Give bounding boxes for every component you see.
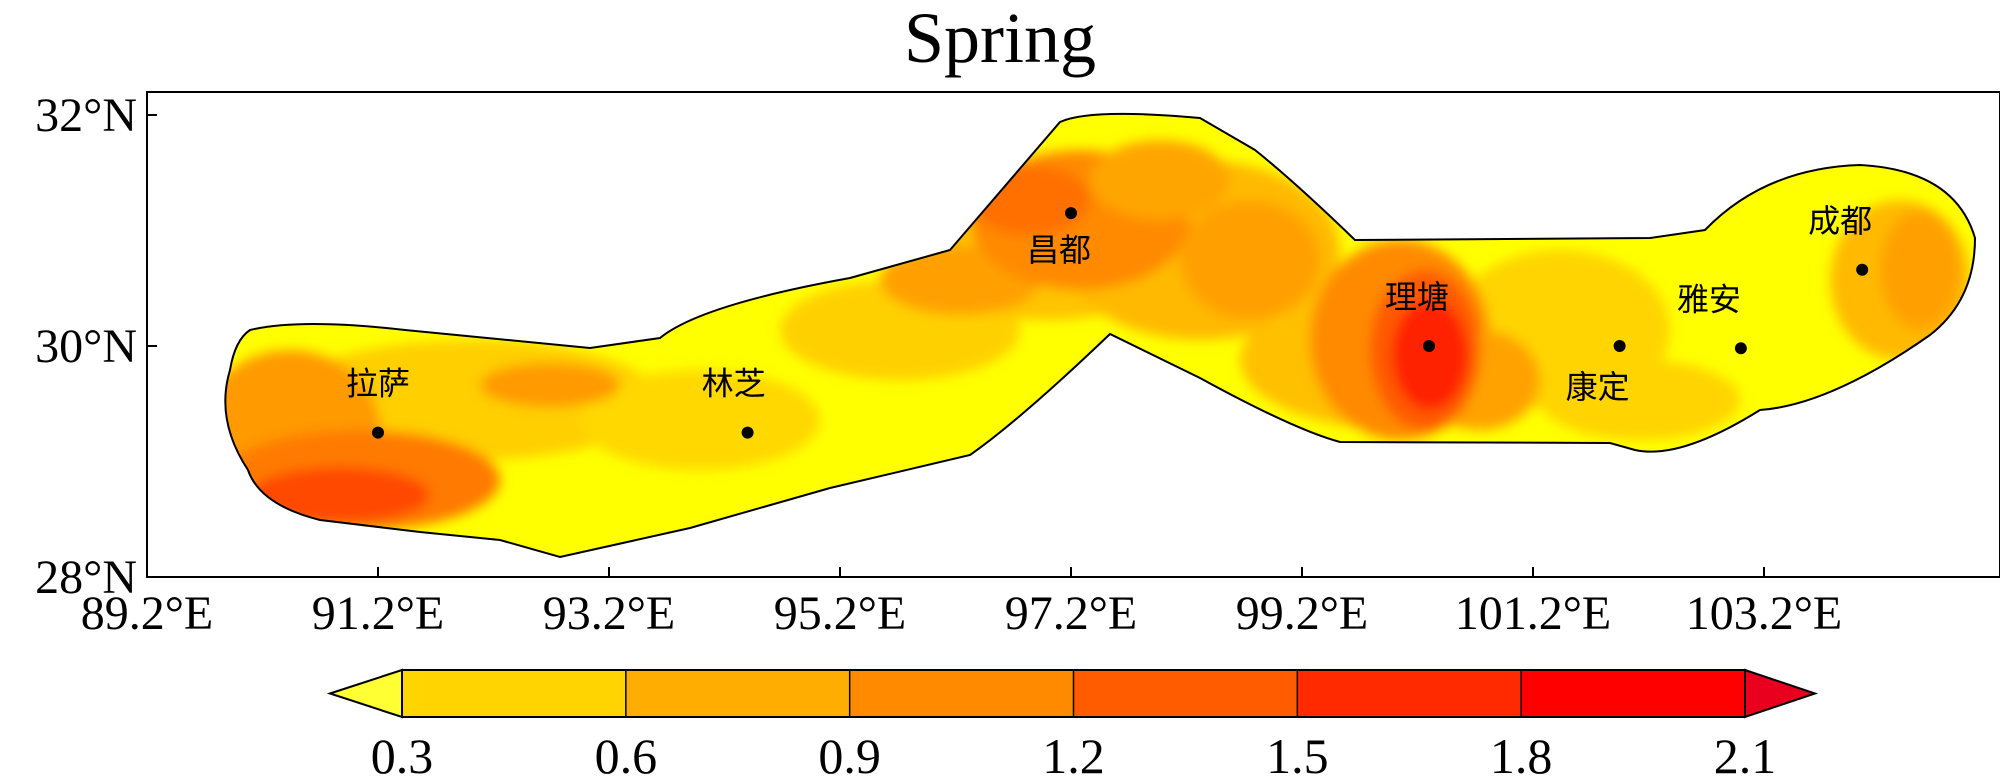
colorbar-tick-label: 1.2 xyxy=(1042,728,1105,783)
city-label: 理塘 xyxy=(1385,278,1449,316)
colorbar-segment xyxy=(1521,670,1745,717)
lat-tick-label: 28°N xyxy=(35,551,137,604)
city-label: 林芝 xyxy=(702,365,766,403)
colorbar-segment xyxy=(402,670,626,717)
lon-tick-label: 97.2°E xyxy=(1005,587,1138,640)
city-dot xyxy=(1856,263,1869,276)
city-dot xyxy=(1734,342,1747,355)
longitude-axis: 89.2°E 91.2°E 93.2°E 95.2°E 97.2°E 99.2°E 101.… xyxy=(81,567,1843,640)
region-outline xyxy=(224,112,1977,559)
colorbar-segment xyxy=(849,670,1074,717)
colorbar-tick-label: 2.1 xyxy=(1714,728,1777,783)
city-dot xyxy=(1423,340,1436,352)
colorbar-tick-label: 1.8 xyxy=(1490,728,1553,783)
city-dot xyxy=(372,426,384,439)
city-dot xyxy=(1613,340,1626,352)
lon-tick-label: 93.2°E xyxy=(543,587,676,640)
city-dot xyxy=(741,426,754,439)
map-frame xyxy=(146,91,2000,578)
lon-tick-label: 101.2°E xyxy=(1455,587,1612,640)
colorbar-tick-label: 0.6 xyxy=(595,728,658,783)
colorbar-min-arrow xyxy=(326,668,403,719)
lon-tick-label: 99.2°E xyxy=(1236,587,1369,640)
lon-tick-label: 91.2°E xyxy=(312,587,445,640)
colorbar-segment xyxy=(625,670,850,717)
city-label: 成都 xyxy=(1808,202,1872,240)
colorbar-max-arrow xyxy=(1744,668,1819,719)
colorbar-segment xyxy=(1073,670,1298,717)
colorbar-tick-label: 0.3 xyxy=(371,728,434,783)
lon-tick-label: 89.2°E xyxy=(81,587,214,640)
lat-tick-label: 32°N xyxy=(35,89,137,142)
city-label: 昌都 xyxy=(1027,231,1091,269)
colorbar-tick-label: 0.9 xyxy=(818,728,881,783)
city-dot xyxy=(1065,207,1077,220)
map-title: Spring xyxy=(904,0,1096,78)
city-label: 拉萨 xyxy=(346,365,410,403)
contour-fill xyxy=(225,113,1975,557)
latitude-axis: 28°N 30°N 32°N xyxy=(35,89,157,604)
colorbar-segment xyxy=(1297,670,1522,717)
city-label: 康定 xyxy=(1566,368,1630,406)
colorbar: 0.3 0.6 0.9 1.2 1.5 1.8 2.1 xyxy=(326,668,1819,783)
city-label: 雅安 xyxy=(1677,280,1741,318)
lat-tick-label: 30°N xyxy=(35,320,137,373)
lon-tick-label: 103.2°E xyxy=(1686,587,1843,640)
lon-tick-label: 95.2°E xyxy=(774,587,907,640)
colorbar-tick-label: 1.5 xyxy=(1266,728,1329,783)
